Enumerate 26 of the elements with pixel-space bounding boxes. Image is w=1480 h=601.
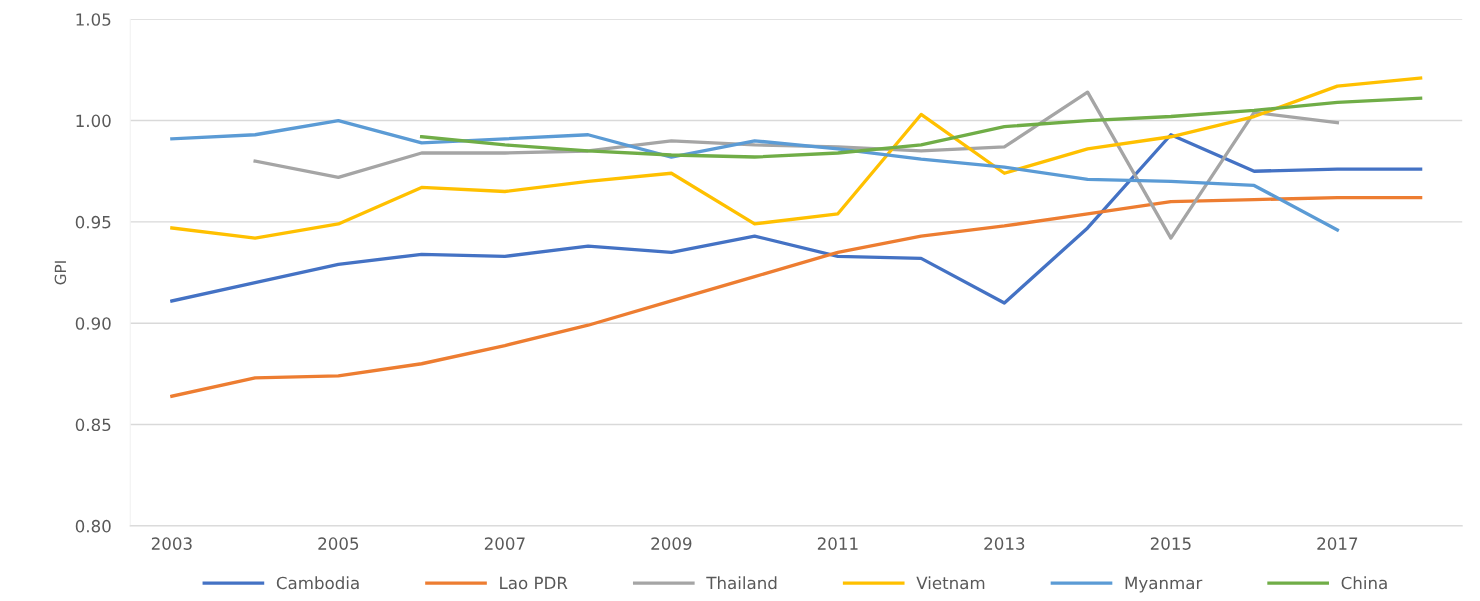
line-series (170, 76, 1423, 240)
y-axis-title: GPI (54, 261, 67, 285)
y-tick-label: 1.05 (76, 13, 111, 26)
y-tick-label: 0.85 (75, 418, 111, 432)
x-tick-label: 2011 (817, 537, 858, 550)
line-series (170, 133, 1423, 305)
x-tick-label: 2015 (1150, 537, 1191, 550)
line-series (419, 96, 1423, 159)
x-tick-label: 2009 (651, 537, 692, 550)
legend-label: Vietnam (916, 576, 985, 590)
x-tick-label: 2013 (984, 537, 1025, 550)
x-tick-label: 2017 (1317, 537, 1358, 550)
y-tick-label: 1.00 (76, 114, 111, 128)
y-tick-label: 0.90 (75, 317, 111, 330)
legend-label: Thailand (706, 576, 777, 590)
line-series (170, 118, 1340, 232)
x-tick-label: 2007 (484, 537, 525, 550)
y-tick-label: 0.80 (75, 519, 111, 533)
x-tick-label: 2003 (151, 537, 192, 550)
x-tick-label: 2005 (318, 537, 359, 550)
y-tick-label: 0.95 (75, 215, 111, 229)
legend-label: Cambodia (276, 576, 359, 590)
legend-label: Myanmar (1125, 576, 1203, 593)
line-series (170, 195, 1423, 398)
legend-label: Lao PDR (500, 576, 568, 590)
legend-label: China (1341, 576, 1387, 590)
